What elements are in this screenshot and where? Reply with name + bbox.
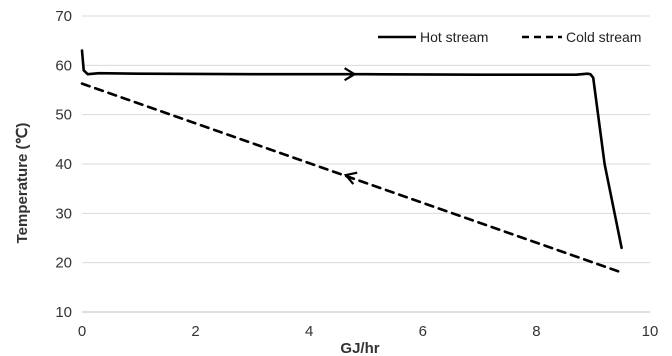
y-axis-title: Temperature (℃) <box>14 123 31 244</box>
series-line-hot-stream <box>80 49 623 250</box>
axes: 10 20 30 40 50 60 70 0 2 4 6 8 10 <box>55 8 658 340</box>
series-lines <box>80 49 623 274</box>
legend-label-cold-stream: Cold stream <box>566 29 641 45</box>
legend: Hot stream Cold stream <box>378 29 641 45</box>
y-tick-label-30: 30 <box>55 205 72 222</box>
y-tick-label-50: 50 <box>55 107 72 124</box>
x-axis-title: GJ/hr <box>340 340 379 356</box>
y-tick-label-20: 20 <box>55 255 72 272</box>
y-tick-label-40: 40 <box>55 156 72 173</box>
x-tick-label-2: 2 <box>191 323 199 340</box>
series-line-cold-stream <box>80 82 623 274</box>
y-tick-label-60: 60 <box>55 57 72 74</box>
x-tick-label-6: 6 <box>419 323 427 340</box>
x-tick-label-4: 4 <box>305 323 313 340</box>
x-tick-label-10: 10 <box>642 323 659 340</box>
x-tick-label-0: 0 <box>78 323 86 340</box>
x-tick-label-8: 8 <box>532 323 540 340</box>
y-tick-label-10: 10 <box>55 304 72 321</box>
direction-arrow-cold-stream <box>343 171 358 185</box>
legend-label-hot-stream: Hot stream <box>420 29 488 45</box>
gridlines <box>82 15 650 264</box>
direction-arrow-hot-stream <box>344 67 357 82</box>
y-tick-label-70: 70 <box>55 8 72 25</box>
